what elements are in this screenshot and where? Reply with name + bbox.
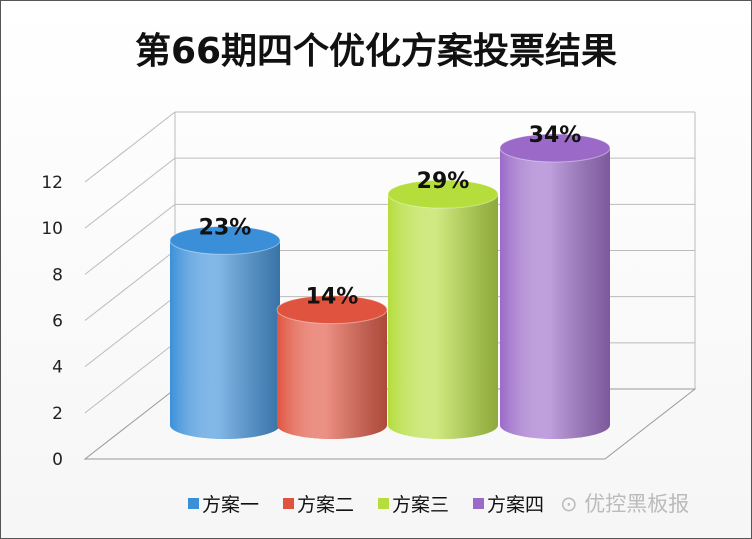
bar-top [387,179,499,209]
data-label: 23% [199,215,252,240]
y-tick-label: 6 [52,312,63,332]
gridline-side [84,250,176,321]
legend-swatch [283,498,295,509]
bar-top [169,225,281,255]
data-label: 34% [529,123,582,148]
legend-item: 方案四 [473,490,544,517]
legend-swatch [378,498,390,509]
legend-item: 方案二 [283,490,354,517]
legend-label: 方案二 [297,494,355,516]
legend-swatch [188,498,199,509]
bar-top [276,295,388,325]
gridline-side [84,111,176,183]
legend-item: 方案三 [378,490,449,517]
legend-swatch [473,498,485,509]
y-tick-label: 4 [52,358,63,378]
watermark: ⊙ 优控黑板报 [560,492,690,516]
bar-shading [277,309,387,439]
legend-label: 方案三 [392,494,450,516]
gridline-side [84,342,176,414]
legend-label: 方案四 [487,494,545,516]
y-tick-label: 2 [52,404,63,424]
chart-title: 第66期四个优化方案投票结果 [134,31,618,72]
gridline-side [84,157,176,229]
bar-shading [388,194,498,439]
legend-label: 方案一 [202,494,260,516]
bar-shading [170,240,280,439]
bar-top [499,133,611,163]
gridline-side [84,296,176,368]
bar-shading [500,148,610,439]
y-tick-label: 8 [52,265,63,285]
watermark-text: 优控黑板报 [584,492,690,516]
data-label: 14% [306,285,359,310]
gridline-side [84,203,176,275]
legend: 方案一 方案二 方案三 方案四 [188,490,544,517]
legend-item: 方案一 [188,490,259,517]
y-tick-label: 0 [52,450,63,470]
y-tick-label: 10 [41,219,63,239]
data-label: 29% [417,169,470,194]
y-tick-label: 12 [41,173,63,193]
